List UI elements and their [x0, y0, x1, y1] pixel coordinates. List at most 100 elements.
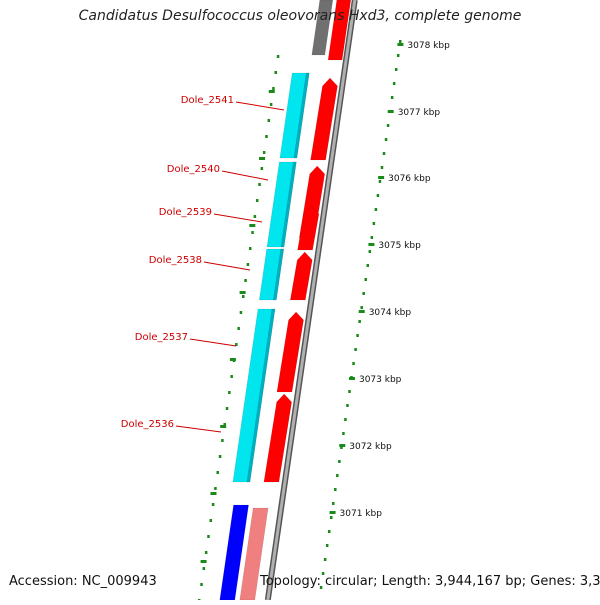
scale-label: 3078 kbp	[407, 41, 450, 51]
scale-dot	[338, 460, 341, 463]
gene-label: Dole_2539	[159, 207, 212, 218]
forward-cds-4	[276, 311, 304, 393]
inner-scale-dot	[207, 535, 210, 538]
scale-dot	[342, 432, 345, 435]
scale-dot	[364, 278, 367, 281]
gene-label-leader	[213, 213, 263, 223]
map-title: Candidatus Desulfococcus oleovorans Hxd3…	[78, 8, 522, 24]
scale-dot	[399, 40, 402, 43]
scale-dot	[346, 404, 349, 407]
inner-scale-dot	[223, 423, 226, 426]
scale-dot	[374, 208, 378, 211]
scale-dot	[380, 166, 384, 169]
scale-dot	[362, 292, 365, 295]
gene-label: Dole_2536	[121, 419, 174, 430]
reverse-cds-edge-0	[293, 72, 310, 159]
genome-summary-text: Topology: circular; Length: 3,944,167 bp…	[260, 574, 600, 589]
scale-dot	[348, 390, 351, 393]
accession-text: Accession: NC_009943	[9, 574, 157, 589]
inner-scale-dot	[267, 119, 271, 122]
inner-scale-dot	[269, 103, 273, 106]
inner-major-tick	[249, 224, 256, 227]
scale-dot	[354, 348, 357, 351]
scale-label: 3072 kbp	[349, 442, 392, 452]
inner-scale-dot	[255, 199, 259, 202]
inner-scale-dot	[239, 311, 243, 314]
scale-dot	[382, 152, 386, 155]
scale-dot	[366, 264, 370, 267]
gene-label: Dole_2538	[149, 255, 202, 266]
reverse-cds-edge-1	[280, 161, 297, 248]
scale-dot	[325, 544, 329, 547]
scale-label: 3076 kbp	[388, 174, 431, 184]
inner-scale-dot	[216, 471, 220, 474]
scale-dot	[352, 362, 355, 365]
scale-dot	[378, 180, 382, 183]
inner-scale-dot	[235, 343, 238, 346]
scale-dot	[372, 222, 376, 225]
gene-label-leader	[221, 170, 269, 181]
inner-scale-dot	[242, 295, 245, 298]
inner-scale-dot	[228, 391, 231, 394]
gene-label-leader	[189, 338, 237, 347]
inner-scale-dot	[200, 583, 203, 586]
inner-scale-dot	[272, 87, 275, 90]
reverse-cds-edge-2	[273, 248, 284, 301]
scale-dot	[394, 68, 398, 71]
backbone-highlight	[266, 0, 357, 601]
inner-scale-dot	[251, 231, 254, 234]
gene-features	[219, 0, 352, 601]
scale-label: 3073 kbp	[359, 375, 402, 385]
inner-scale-dot	[258, 183, 261, 186]
scale-dot	[319, 586, 323, 589]
inner-major-tick	[268, 90, 275, 93]
inner-scale-dot	[211, 503, 215, 506]
genome-backbone	[264, 0, 358, 601]
major-tick	[397, 43, 404, 46]
forward-cds-2	[297, 205, 320, 251]
other-feature-block	[311, 0, 334, 56]
inner-scale-dot	[244, 279, 247, 282]
inner-scale-dot	[248, 247, 252, 250]
gene-label: Dole_2537	[135, 332, 188, 343]
major-tick	[368, 243, 375, 246]
inner-scale-dot	[253, 215, 257, 218]
scale-dot	[376, 194, 380, 197]
scale-label: 3071 kbp	[340, 509, 383, 519]
reverse-cds-edge-3	[246, 308, 276, 483]
scale-label: 3074 kbp	[369, 308, 412, 318]
scale-dot	[368, 250, 372, 253]
scale-dot	[332, 502, 335, 505]
inner-scale-dot	[260, 167, 264, 170]
scale-dot	[370, 236, 374, 239]
scale-dot	[344, 418, 347, 421]
inner-scale-dot	[221, 439, 224, 442]
inner-scale-dot	[246, 263, 250, 266]
inner-scale-dot	[225, 407, 229, 410]
scale-dot	[396, 54, 400, 57]
inner-scale-dot	[276, 55, 280, 58]
scale-dot	[334, 488, 337, 491]
inner-scale-dot	[204, 551, 208, 554]
major-tick	[378, 176, 385, 179]
gene-label: Dole_2541	[181, 95, 234, 106]
forward-cds-5	[263, 393, 292, 483]
inner-scale-dot	[218, 455, 222, 458]
inner-scale-dot	[262, 151, 266, 154]
scale-dot	[358, 320, 361, 323]
scale-dot	[323, 558, 327, 561]
major-tick	[339, 444, 346, 447]
scale-dot	[336, 474, 339, 477]
scale-dot	[321, 572, 325, 575]
inner-scale-dot	[230, 375, 233, 378]
forward-cds-3	[290, 251, 313, 301]
inner-scale-dot	[209, 519, 213, 522]
inner-scale-dot	[265, 135, 268, 138]
inner-scale-dot	[274, 71, 278, 74]
inner-major-tick	[220, 425, 227, 428]
forward-cds-top	[327, 0, 352, 61]
major-tick	[329, 511, 336, 514]
gene-labels: Dole_2541 Dole_2540 Dole_2539 Dole_2538 Dole…	[121, 95, 285, 433]
scale-dot	[392, 82, 396, 85]
